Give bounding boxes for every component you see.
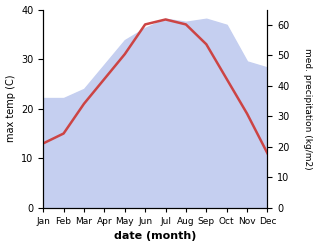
Y-axis label: max temp (C): max temp (C): [5, 75, 16, 143]
Y-axis label: med. precipitation (kg/m2): med. precipitation (kg/m2): [303, 48, 313, 169]
X-axis label: date (month): date (month): [114, 231, 197, 242]
